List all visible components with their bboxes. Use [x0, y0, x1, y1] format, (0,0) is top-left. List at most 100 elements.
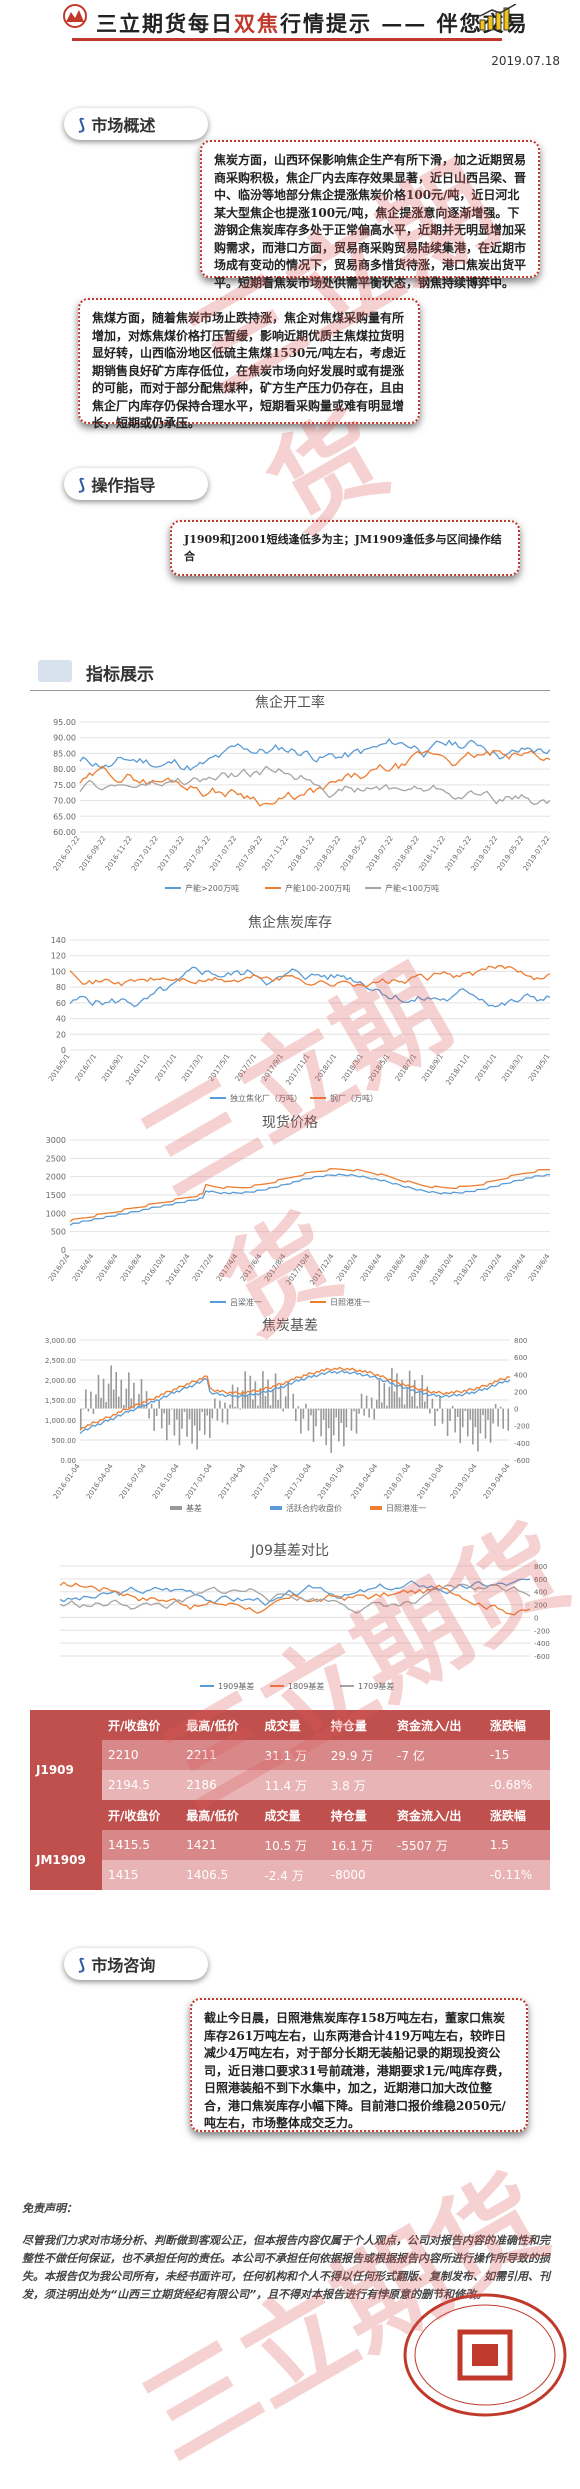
basis-bar — [222, 1409, 224, 1423]
x-tick-label: 2016-01-04 — [52, 1462, 82, 1500]
indicator-divider — [30, 690, 550, 691]
wave-icon: ⟆ — [78, 475, 85, 494]
basis-bar — [212, 1409, 214, 1419]
basis-bar — [482, 1409, 484, 1416]
x-tick-label: 2018-01-04 — [316, 1462, 346, 1500]
x-tick-label: 2018-11-22 — [417, 835, 447, 873]
header-divider — [72, 38, 502, 41]
basis-bar — [371, 1398, 373, 1409]
y-tick-label: 65.00 — [53, 812, 76, 821]
basis-bar — [219, 1401, 221, 1409]
table-row: JM1909 1415.5 1421 10.5 万 16.1 万 -5507 万… — [30, 1830, 550, 1860]
legend-label: 日照港准一 — [386, 1503, 426, 1513]
x-tick-label: 2017-09-22 — [235, 835, 265, 873]
basis-bar — [434, 1409, 436, 1426]
basis-bar — [179, 1409, 181, 1446]
table-cell: 3.8 万 — [325, 1770, 391, 1800]
basis-bar — [151, 1404, 153, 1409]
x-tick-label: 2017-07-22 — [208, 835, 238, 873]
basis-bar — [310, 1409, 312, 1416]
contract-label-jm1909: JM1909 — [30, 1830, 102, 1890]
basis-bar — [328, 1409, 330, 1429]
chart-coke-basis: 3,000.002,500.002,000.001,500.001,000.00… — [20, 1330, 570, 1520]
basis-bar — [103, 1379, 105, 1409]
basis-bar — [186, 1409, 188, 1437]
x-tick-label: 2018-10-04 — [416, 1462, 446, 1500]
basis-bar — [115, 1372, 117, 1409]
basis-bar — [166, 1409, 168, 1441]
basis-bar — [361, 1394, 363, 1409]
basis-bar — [502, 1409, 504, 1429]
section-tag-guide: ⟆操作指导 — [64, 468, 208, 500]
basis-bar — [313, 1409, 315, 1442]
x-tick-label: 2016/8/4 — [119, 1252, 144, 1283]
basis-bar — [270, 1405, 272, 1408]
basis-bar — [161, 1409, 163, 1429]
mountain-logo-icon — [60, 4, 90, 28]
basis-bar — [163, 1409, 165, 1414]
x-tick-label: 2019/2/4 — [479, 1252, 504, 1283]
basis-bar — [335, 1409, 337, 1418]
x-tick-label: 2016/12/4 — [164, 1252, 191, 1286]
basis-bar — [378, 1380, 380, 1409]
x-tick-label: 2019/4/4 — [503, 1252, 528, 1283]
x-tick-label: 2017-11-22 — [261, 835, 291, 873]
basis-bar — [346, 1409, 348, 1428]
basis-bar — [229, 1405, 231, 1409]
basis-bar — [457, 1409, 459, 1417]
basis-bar — [381, 1402, 383, 1408]
basis-bar — [462, 1409, 464, 1428]
x-tick-label: 2016-09-22 — [78, 835, 108, 873]
basis-bar — [318, 1409, 320, 1411]
basis-bar — [315, 1409, 317, 1427]
section-tag-consult: ⟆市场咨询 — [64, 1948, 208, 1980]
basis-bar — [143, 1406, 145, 1409]
y-tick-label: 1500 — [46, 1191, 66, 1200]
x-tick-label: 2016-07-04 — [118, 1462, 148, 1500]
basis-bar — [343, 1409, 345, 1447]
basis-bar — [432, 1399, 434, 1409]
table-header-cell: 涨跌幅 — [484, 1800, 550, 1830]
x-tick-label: 2019/6/4 — [527, 1252, 552, 1283]
x-tick-label: 2016-10-04 — [151, 1462, 181, 1500]
x-tick-label: 2018-03-22 — [313, 835, 343, 873]
table-corner — [30, 1800, 102, 1830]
basis-bar — [275, 1373, 277, 1408]
basis-bar — [120, 1380, 122, 1409]
x-tick-label: 2019-01-04 — [449, 1462, 479, 1500]
basis-bar — [206, 1409, 208, 1416]
basis-bar — [244, 1371, 246, 1408]
y2-tick-label: 800 — [514, 1337, 527, 1345]
basis-bar — [227, 1409, 229, 1425]
basis-bar — [338, 1409, 340, 1442]
basis-bar — [126, 1389, 128, 1409]
basis-bar — [128, 1372, 130, 1408]
table-cell: 1415 — [102, 1860, 180, 1890]
y-tick-label: 3,000.00 — [45, 1337, 76, 1345]
table-cell: -2.4 万 — [258, 1860, 324, 1890]
basis-bar — [204, 1409, 206, 1435]
basis-bar — [189, 1409, 191, 1420]
basis-bar — [477, 1409, 479, 1452]
basis-bar — [176, 1409, 178, 1420]
basis-bar — [419, 1390, 421, 1408]
basis-bar — [437, 1409, 439, 1412]
y-tick-label: 20 — [56, 1030, 66, 1039]
x-tick-label: 2018/12/4 — [452, 1252, 479, 1286]
y2-tick-label: 200 — [514, 1388, 527, 1396]
report-date: 2019.07.18 — [491, 54, 560, 68]
basis-bar — [490, 1409, 492, 1443]
y2-tick-label: 400 — [514, 1371, 527, 1379]
basis-bar — [156, 1409, 158, 1417]
legend-swatch — [170, 1506, 182, 1510]
y-tick-label: 95.00 — [53, 718, 76, 727]
basis-bar — [358, 1409, 360, 1414]
basis-bar — [184, 1409, 186, 1412]
basis-bar — [376, 1400, 378, 1409]
basis-bar — [480, 1409, 482, 1434]
basis-bar — [201, 1409, 203, 1412]
y-tick-label: 500 — [51, 1228, 66, 1237]
x-tick-label: 2018-01-22 — [287, 835, 317, 873]
table-cell: -0.11% — [484, 1860, 550, 1890]
legend-label: 产能<100万吨 — [385, 883, 439, 893]
